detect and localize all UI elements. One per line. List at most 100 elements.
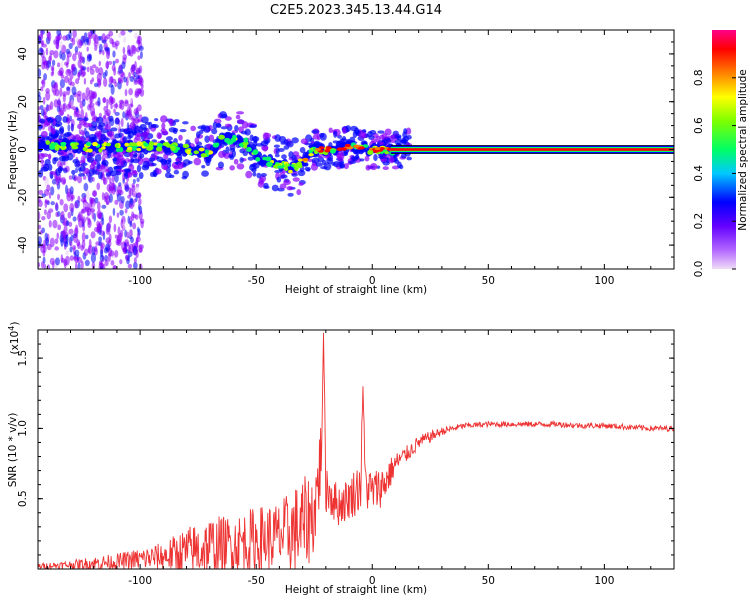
spectrogram-speckle bbox=[83, 77, 87, 85]
spectrogram-haze bbox=[169, 118, 174, 127]
spectrogram-speckle bbox=[70, 99, 75, 108]
spectrogram-speckle bbox=[74, 51, 78, 56]
spectrogram-haze bbox=[80, 162, 88, 167]
spectrogram-haze bbox=[306, 168, 311, 172]
spectrogram-speckle bbox=[118, 32, 122, 39]
spectrogram-haze bbox=[400, 153, 407, 159]
spectrogram-speckle bbox=[134, 32, 138, 39]
spectrogram-speckle bbox=[42, 96, 46, 105]
spectrogram-speckle bbox=[129, 204, 134, 210]
spectrogram-haze bbox=[134, 117, 140, 124]
spectrogram-speckle bbox=[91, 261, 96, 269]
spectrogram-y-tick-label: 0 bbox=[17, 146, 29, 153]
spectrogram-haze bbox=[190, 125, 196, 132]
spectrogram-speckle bbox=[48, 220, 52, 228]
spectrogram-speckle bbox=[41, 43, 47, 48]
spectrogram-speckle bbox=[91, 77, 95, 82]
spectrogram-haze bbox=[39, 118, 46, 124]
spectrogram-speckle bbox=[76, 256, 82, 264]
spectrogram-speckle bbox=[127, 30, 133, 33]
spectrogram-haze bbox=[123, 168, 131, 173]
spectrogram-speckle bbox=[128, 186, 131, 197]
spectrogram-speckle bbox=[114, 111, 120, 117]
spectrogram-speckle bbox=[93, 227, 99, 233]
spectrogram-speckle bbox=[56, 232, 60, 239]
spectrogram-speckle bbox=[56, 30, 62, 37]
spectrogram-speckle bbox=[57, 98, 61, 108]
spectrogram-speckle bbox=[119, 259, 123, 265]
spectrogram-haze bbox=[369, 163, 378, 171]
spectrogram-speckle bbox=[96, 220, 100, 228]
spectrogram-speckle bbox=[85, 234, 89, 240]
spectrogram-speckle bbox=[73, 233, 78, 243]
spectrogram-speckle bbox=[116, 212, 120, 218]
spectrogram-speckle bbox=[119, 229, 124, 238]
spectrogram-hotspot bbox=[265, 156, 272, 162]
spectrogram-speckle bbox=[97, 97, 101, 107]
spectrogram-speckle bbox=[77, 59, 82, 68]
spectrogram-hotspot bbox=[87, 148, 93, 153]
spectrogram-haze bbox=[274, 153, 280, 158]
spectrogram-speckle bbox=[53, 82, 58, 90]
spectrogram-hotspot bbox=[200, 153, 208, 158]
spectrogram-speckle bbox=[38, 224, 42, 230]
spectrogram-speckle bbox=[108, 193, 113, 203]
spectrogram-speckle bbox=[68, 175, 73, 180]
spectrogram-haze bbox=[86, 156, 95, 163]
spectrogram-haze bbox=[240, 130, 248, 135]
spectrogram-haze bbox=[271, 184, 279, 192]
spectrogram-speckle bbox=[135, 239, 139, 248]
spectrogram-speckle bbox=[59, 78, 66, 89]
spectrogram-speckle bbox=[92, 92, 97, 99]
spectrogram-speckle bbox=[89, 102, 95, 108]
spectrogram-speckle bbox=[122, 111, 126, 119]
spectrogram-hotspot bbox=[384, 150, 389, 155]
spectrogram-speckle bbox=[40, 261, 44, 269]
spectrogram-speckle bbox=[126, 49, 132, 56]
spectrogram-speckle bbox=[49, 237, 55, 248]
spectrogram-haze bbox=[134, 135, 141, 141]
spectrogram-hotspot bbox=[49, 145, 55, 150]
colorbar-tick-label: 0.4 bbox=[693, 165, 705, 182]
spectrogram-speckle bbox=[48, 153, 51, 162]
spectrogram-haze bbox=[286, 185, 294, 191]
spectrogram-speckle bbox=[80, 197, 86, 203]
spectrogram-haze bbox=[341, 136, 347, 141]
spectrogram-speckle bbox=[38, 94, 42, 102]
spectrogram-speckle bbox=[105, 200, 109, 206]
spectrogram-haze bbox=[201, 170, 209, 177]
spectrogram-hotspot bbox=[238, 143, 244, 147]
spectrogram-speckle bbox=[129, 97, 133, 104]
spectrogram-haze bbox=[142, 160, 150, 169]
spectrogram-speckle bbox=[40, 40, 45, 45]
spectrogram-haze bbox=[148, 157, 156, 162]
spectrogram-haze bbox=[283, 179, 291, 186]
spectrogram-haze bbox=[123, 128, 130, 135]
spectrogram-y-axis-label: Frequency (Hz) bbox=[7, 110, 19, 189]
spectrogram-haze bbox=[124, 171, 129, 180]
spectrogram-speckle bbox=[133, 71, 137, 78]
spectrogram-speckle bbox=[95, 66, 100, 74]
spectrogram-speckle bbox=[135, 74, 141, 80]
spectrogram-speckle bbox=[127, 263, 133, 269]
spectrogram-haze bbox=[204, 135, 210, 143]
spectrogram-haze bbox=[219, 111, 228, 119]
spectrogram-haze bbox=[249, 124, 257, 129]
spectrogram-speckle bbox=[122, 247, 126, 252]
spectrogram-speckle bbox=[38, 210, 41, 221]
spectrogram-speckle bbox=[63, 203, 69, 213]
spectrogram-speckle bbox=[72, 106, 77, 111]
spectrogram-speckle bbox=[87, 217, 91, 226]
spectrogram-speckle bbox=[85, 95, 89, 101]
spectrogram-speckle bbox=[47, 31, 52, 42]
spectrogram-speckle bbox=[122, 221, 126, 230]
spectrogram-speckle bbox=[65, 249, 70, 256]
spectrogram-haze bbox=[71, 169, 76, 175]
spectrogram-haze bbox=[260, 140, 269, 147]
spectrogram-speckle bbox=[45, 88, 50, 94]
snr-y-multiplier-base: (x10 bbox=[9, 331, 21, 355]
spectrogram-peak bbox=[314, 147, 321, 152]
spectrogram-haze bbox=[291, 173, 298, 177]
spectrogram-haze bbox=[88, 168, 95, 176]
snr-panel: -100 -50 0 50 100 0.5 1.0 1.5 Height of straig… bbox=[7, 322, 675, 596]
